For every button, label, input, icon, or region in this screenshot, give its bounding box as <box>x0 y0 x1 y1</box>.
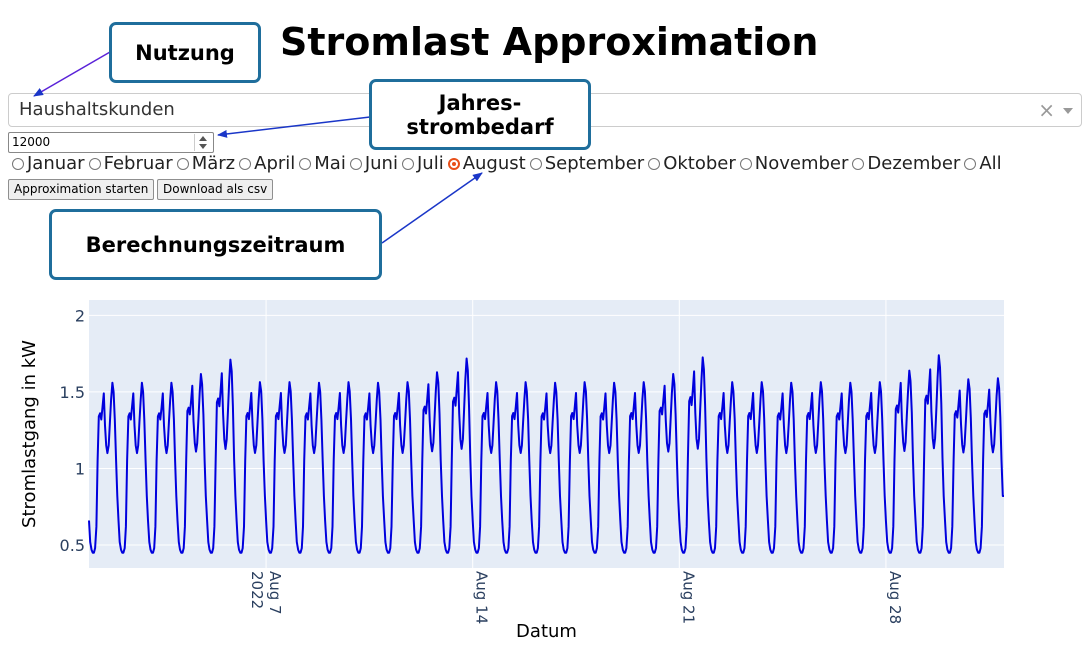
annual-demand-value: 12000 <box>12 135 51 149</box>
month-option-januar[interactable]: Januar <box>12 153 85 174</box>
radio-icon[interactable] <box>299 157 312 170</box>
radio-icon[interactable] <box>964 157 977 170</box>
month-label: Juni <box>364 153 398 174</box>
month-label: Januar <box>27 153 85 174</box>
demand-arrow <box>217 116 371 138</box>
number-spinner[interactable] <box>194 134 211 151</box>
month-option-mai[interactable]: Mai <box>299 153 346 174</box>
radio-icon[interactable] <box>401 157 414 170</box>
x-tick: Aug 21 <box>679 571 697 624</box>
month-label: Mai <box>314 153 346 174</box>
callout-nutzung: Nutzung <box>109 22 261 83</box>
radio-icon[interactable] <box>349 157 362 170</box>
radio-icon[interactable] <box>239 157 252 170</box>
month-label: All <box>979 153 1002 174</box>
month-option-juli[interactable]: Juli <box>401 153 444 174</box>
month-option-juni[interactable]: Juni <box>349 153 398 174</box>
month-option-februar[interactable]: Februar <box>88 153 173 174</box>
month-label: Dezember <box>867 153 961 174</box>
x-tick: Aug 28 <box>886 571 904 624</box>
callout-jahresstrombedarf: Jahres- strombedarf <box>369 79 591 150</box>
month-label: Juli <box>416 153 444 174</box>
month-option-maerz[interactable]: März <box>176 153 236 174</box>
x-axis-title: Datum <box>516 621 577 642</box>
x-tick-label: Aug 21 <box>679 571 697 624</box>
page-title: Stromlast Approximation <box>280 20 819 64</box>
plot-area <box>89 300 1004 568</box>
month-label: März <box>191 153 236 174</box>
month-option-august[interactable]: August <box>447 153 526 174</box>
month-label: November <box>754 153 849 174</box>
start-approximation-button[interactable]: Approximation starten <box>8 179 155 200</box>
clear-icon[interactable]: × <box>1038 98 1055 122</box>
month-option-september[interactable]: September <box>529 153 645 174</box>
month-radio-group: Januar Februar März April Mai Juni Juli August S… <box>12 153 1006 174</box>
x-tick-label: Aug 14 <box>473 571 491 624</box>
y-tick-label: 1 <box>75 459 85 478</box>
x-tick: Aug 14 <box>473 571 491 624</box>
x-tick-label: Aug 7 <box>266 571 284 615</box>
radio-icon[interactable] <box>12 157 24 170</box>
period-arrow <box>381 172 483 244</box>
month-option-oktober[interactable]: Oktober <box>648 153 736 174</box>
month-label: Februar <box>103 153 173 174</box>
radio-icon[interactable] <box>447 157 460 170</box>
callout-jahres-line: Jahres- <box>438 90 522 115</box>
callout-berechnungszeitraum: Berechnungszeitraum <box>49 209 382 280</box>
y-tick-label: 0.5 <box>60 536 85 555</box>
month-option-dezember[interactable]: Dezember <box>852 153 960 174</box>
y-tick-label: 1.5 <box>60 383 85 402</box>
month-option-all[interactable]: All <box>964 153 1002 174</box>
x-tick-year-label: 2022 <box>248 571 266 609</box>
month-label: September <box>544 153 645 174</box>
month-label: Oktober <box>663 153 736 174</box>
spin-up-icon[interactable] <box>199 136 207 141</box>
radio-icon[interactable] <box>529 157 542 170</box>
radio-icon[interactable] <box>739 157 752 170</box>
spin-down-icon[interactable] <box>199 144 207 149</box>
download-csv-button[interactable]: Download als csv <box>157 179 274 200</box>
month-label: April <box>254 153 296 174</box>
callout-strombedarf-line: strombedarf <box>406 114 554 139</box>
radio-icon[interactable] <box>88 157 101 170</box>
usage-arrow <box>33 51 111 97</box>
month-option-november[interactable]: November <box>739 153 849 174</box>
month-label: August <box>462 153 526 174</box>
x-tick-label: Aug 28 <box>886 571 904 624</box>
load-series-line <box>88 354 1004 554</box>
usage-selected-value: Haushaltskunden <box>19 99 175 120</box>
radio-icon[interactable] <box>176 157 189 170</box>
month-option-april[interactable]: April <box>239 153 295 174</box>
y-tick-label: 2 <box>75 306 85 325</box>
chevron-down-icon[interactable] <box>1063 108 1073 114</box>
annual-demand-input[interactable]: 12000 <box>8 132 214 153</box>
radio-icon[interactable] <box>648 157 661 170</box>
y-axis-title: Stromlastgang in kW <box>19 340 40 528</box>
radio-icon[interactable] <box>852 157 865 170</box>
